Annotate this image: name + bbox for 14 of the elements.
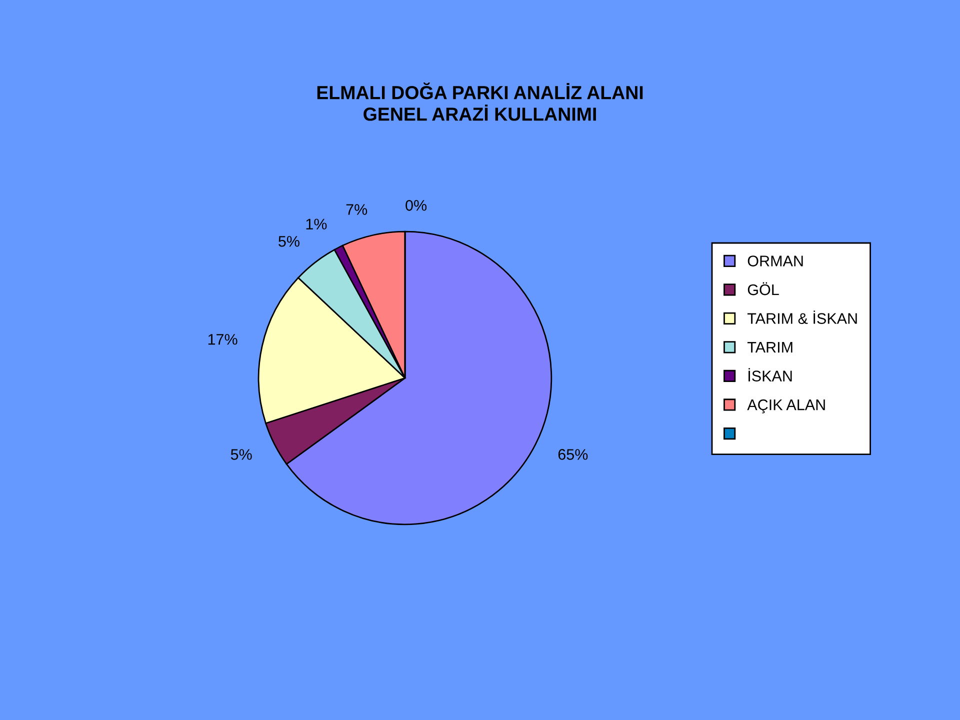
- chart-title: ELMALI DOĞA PARKI ANALİZ ALANI GENEL ARAZİ KULLANIMI: [317, 82, 643, 121]
- legend-label: ORMAN: [748, 256, 803, 266]
- data-label: 7%: [346, 204, 368, 215]
- data-label: 17%: [208, 334, 238, 345]
- data-label: 1%: [306, 218, 327, 230]
- legend-label: TARIM: [747, 342, 792, 353]
- data-label: 5%: [230, 449, 252, 460]
- legend-label: AÇIK ALAN: [747, 399, 825, 414]
- legend-label: İSKAN: [748, 368, 792, 382]
- data-label: 65%: [558, 449, 588, 460]
- legend-label: GÖL: [748, 282, 779, 296]
- legend-label: TARIM & İSKAN: [747, 310, 857, 324]
- data-label: 5%: [278, 236, 300, 247]
- text: 0%: [406, 200, 427, 211]
